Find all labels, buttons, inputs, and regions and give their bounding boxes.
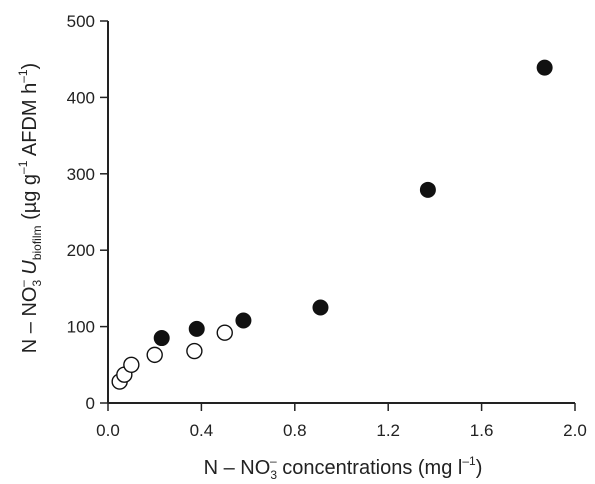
- y-tick-label: 200: [67, 241, 95, 260]
- x-tick-label: 0.8: [283, 421, 307, 440]
- y-tick-label: 100: [67, 318, 95, 337]
- x-ticks: 0.0 0.4 0.8 1.2 1.6 2.0: [96, 403, 587, 440]
- y-axis-title: N – NO3– Ubiofilm (µg g–1 AFDM h–1): [16, 63, 44, 353]
- y-tick-label: 300: [67, 165, 95, 184]
- open-data-point: [123, 356, 140, 373]
- filled-data-point: [312, 299, 329, 316]
- axes: [107, 21, 575, 404]
- y-ticks: 0 100 200 300 400 500: [67, 12, 108, 413]
- open-data-point: [216, 324, 233, 341]
- data-points: [111, 59, 553, 390]
- filled-data-point: [419, 181, 436, 198]
- filled-data-point: [153, 330, 170, 347]
- x-tick-label: 2.0: [563, 421, 587, 440]
- x-tick-label: 0.4: [190, 421, 214, 440]
- filled-data-point: [235, 312, 252, 329]
- y-tick-label: 500: [67, 12, 95, 31]
- y-tick-label: 400: [67, 88, 95, 107]
- open-data-point: [146, 346, 163, 364]
- filled-data-point: [536, 59, 553, 76]
- filled-data-point: [188, 320, 205, 337]
- x-axis-title: N – NO3– concentrations (mg l–1): [204, 454, 483, 482]
- y-tick-label: 0: [86, 394, 95, 413]
- x-tick-label: 1.6: [470, 421, 494, 440]
- open-data-point: [186, 342, 203, 360]
- x-tick-label: 0.0: [96, 421, 120, 440]
- x-tick-label: 1.2: [376, 421, 400, 440]
